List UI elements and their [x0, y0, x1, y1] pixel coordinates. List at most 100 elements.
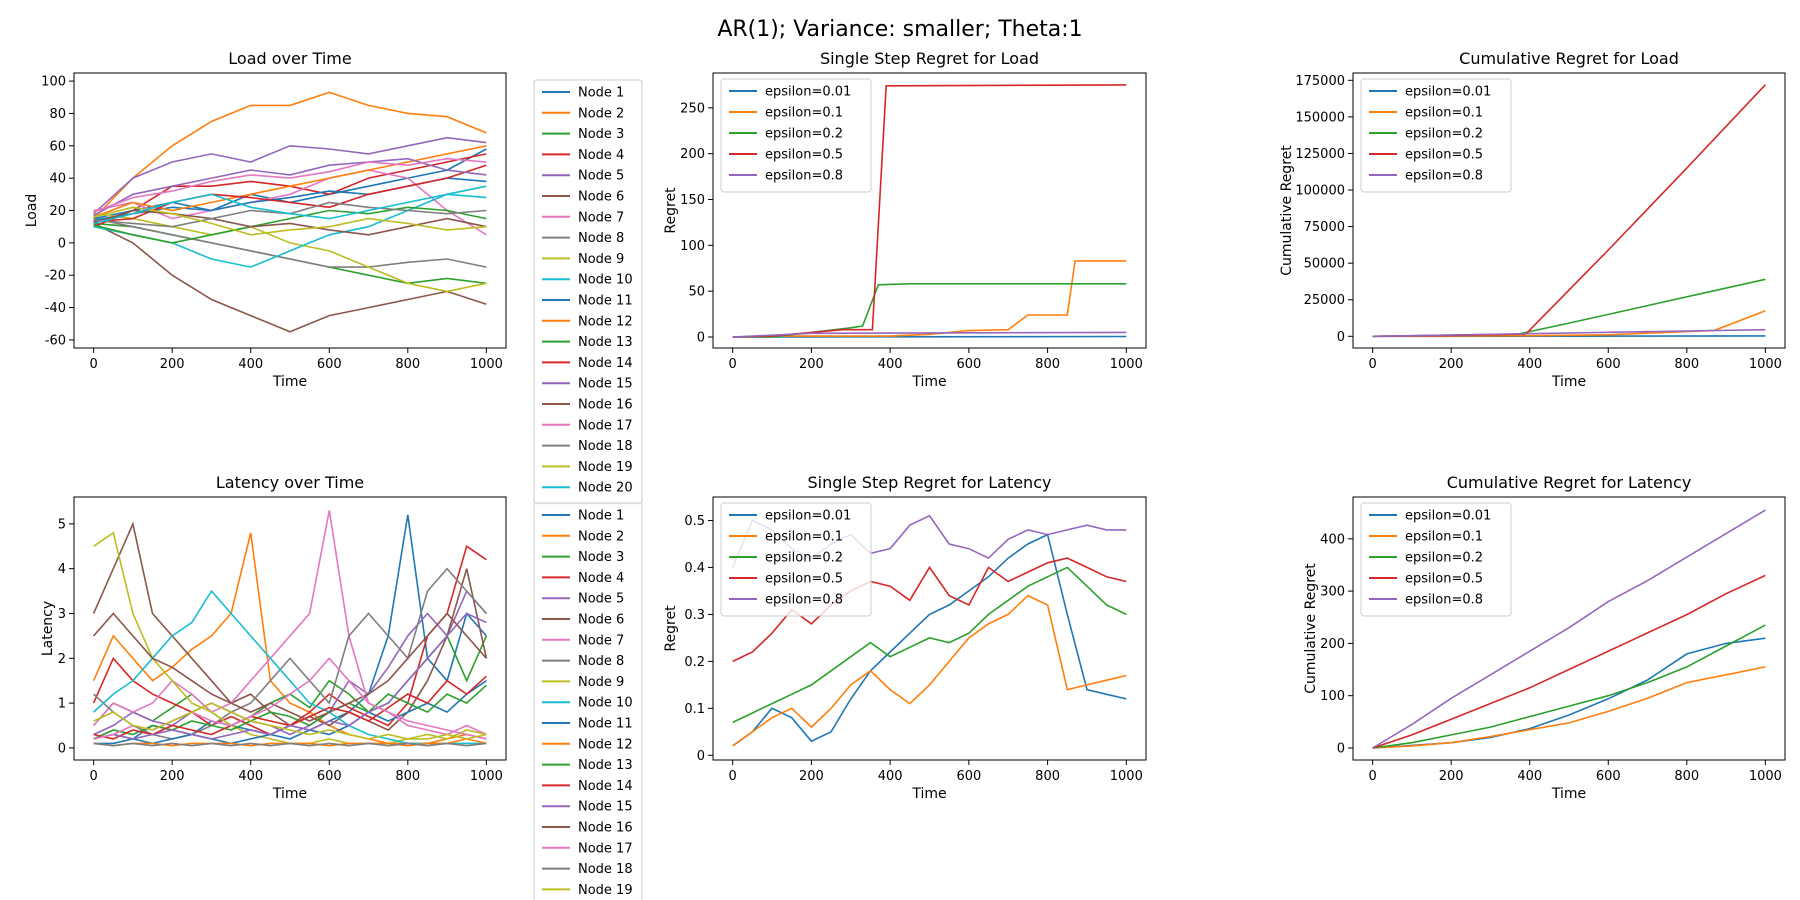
series-line-4 [92, 545, 487, 736]
legend-label: epsilon=0.01 [765, 509, 851, 524]
series-line-2 [732, 260, 1127, 338]
x-tick-label: 0 [1368, 769, 1376, 784]
legend-label: Node 3 [578, 127, 624, 142]
y-axis-label: Latency [40, 601, 56, 656]
x-tick-label: 200 [160, 769, 185, 784]
series-group [1372, 84, 1766, 338]
legend-label: Node 2 [578, 106, 624, 121]
legend-label: Node 16 [578, 398, 633, 413]
y-axis-label: Load [24, 194, 40, 228]
legend-label: epsilon=0.2 [1405, 551, 1483, 566]
legend-label: Node 6 [578, 613, 624, 628]
axes-frame [1352, 496, 1786, 761]
series-line-6 [92, 521, 488, 731]
series-line-3 [93, 222, 487, 285]
axes-frame [73, 496, 507, 761]
legend-label: epsilon=0.2 [1405, 127, 1483, 142]
chart-title: Cumulative Regret for Latency [1447, 473, 1692, 492]
x-tick-label: 400 [1517, 357, 1542, 372]
legend: Node 1 Node 2 Node 3 Node 4 Node 5 Node 6 Node… [533, 502, 643, 900]
series-line-2 [1372, 309, 1766, 338]
legend-label: epsilon=0.8 [1405, 593, 1483, 608]
series-line-1 [1372, 637, 1766, 749]
y-tick-label: 40 [49, 172, 66, 187]
y-tick-label: 80 [49, 107, 66, 122]
chart-title: Latency over Time [216, 473, 364, 492]
legend-label: Node 12 [578, 737, 633, 752]
legend-label: Node 10 [578, 273, 633, 288]
panel-cum_latency: 0 200 400 600 800 1000 0 100 200 300 400 Cumulative… [1303, 473, 1786, 802]
series-line-7 [92, 510, 487, 736]
legend-label: Node 20 [578, 481, 633, 496]
y-axis-label: Cumulative Regret [1303, 563, 1319, 694]
chart-title: Single Step Regret for Load [820, 49, 1039, 68]
x-tick-label: 600 [1596, 357, 1621, 372]
legend-label: epsilon=0.1 [765, 106, 843, 121]
series-line-1 [732, 335, 1127, 338]
y-tick-label: -20 [45, 269, 66, 284]
series-line-5 [1372, 328, 1766, 338]
x-tick-label: 400 [878, 769, 903, 784]
y-tick-label: 100 [1320, 689, 1345, 704]
legend-label: Node 3 [578, 550, 624, 565]
y-tick-label: 1 [58, 697, 66, 712]
y-tick-label: 75000 [1304, 220, 1345, 235]
x-tick-label: 800 [395, 357, 420, 372]
panel-ssr_load: 0 200 400 600 800 1000 0 50 100 150 200 250 Single S… [663, 49, 1147, 390]
series-line-8 [93, 567, 488, 740]
y-tick-label: 0.3 [684, 608, 705, 623]
series-line-11 [93, 680, 487, 745]
x-tick-label: 1000 [1110, 357, 1143, 372]
y-tick-label: 50000 [1304, 257, 1345, 272]
legend-label: Node 14 [578, 356, 633, 371]
x-tick-label: 400 [238, 769, 263, 784]
series-line-17 [93, 657, 487, 740]
axes-frame [712, 72, 1147, 349]
legend-label: epsilon=0.5 [765, 572, 843, 587]
x-axis-label: Time [911, 374, 946, 390]
y-tick-label: 200 [1320, 637, 1345, 652]
series-line-19 [93, 206, 487, 236]
legend-label: Node 6 [578, 190, 624, 205]
legend-label: epsilon=0.01 [1405, 509, 1491, 524]
legend-label: Node 19 [578, 460, 633, 475]
series-line-5 [732, 331, 1127, 338]
y-tick-label: 2 [58, 652, 66, 667]
legend-label: Node 4 [578, 148, 624, 163]
series-line-5 [1372, 509, 1766, 749]
legend-label: Node 12 [578, 314, 633, 329]
y-tick-label: 400 [1320, 532, 1345, 547]
y-tick-label: 0.4 [684, 561, 705, 576]
y-axis-label: Regret [663, 187, 679, 234]
series-line-3 [1372, 278, 1766, 338]
y-tick-label: 200 [680, 147, 705, 162]
legend-label: Node 15 [578, 377, 633, 392]
series-line-3 [1372, 624, 1766, 749]
x-tick-label: 200 [1439, 357, 1464, 372]
legend: epsilon=0.01 epsilon=0.1 epsilon=0.2 epsilo… [720, 502, 872, 617]
y-tick-label: 100000 [1295, 184, 1345, 199]
panel-cum_load: 0 200 400 600 800 1000 0 25000 50000 75000 100000 1… [1279, 49, 1786, 390]
panel-latency: 0 200 400 600 800 1000 0 1 2 3 4 5 Latency over Time… [40, 473, 643, 900]
legend-box [533, 502, 643, 900]
chart-title: Cumulative Regret for Load [1459, 49, 1679, 68]
y-tick-label: 175000 [1295, 74, 1345, 89]
x-tick-label: 0 [89, 769, 97, 784]
legend-label: epsilon=0.01 [765, 85, 851, 100]
legend-label: Node 19 [578, 883, 633, 898]
y-tick-label: 5 [58, 517, 66, 532]
y-axis-label: Regret [663, 605, 679, 652]
y-tick-label: 250 [680, 101, 705, 116]
legend-label: Node 8 [578, 654, 624, 669]
y-tick-label: 0.1 [684, 702, 705, 717]
legend-label: Node 1 [578, 86, 624, 101]
x-tick-label: 1000 [470, 357, 503, 372]
legend-label: epsilon=0.5 [1405, 572, 1483, 587]
legend-label: Node 18 [578, 862, 633, 877]
legend: epsilon=0.01 epsilon=0.1 epsilon=0.2 epsilo… [720, 78, 872, 193]
x-axis-label: Time [272, 786, 307, 802]
legend-label: Node 5 [578, 592, 624, 607]
legend-label: epsilon=0.5 [765, 148, 843, 163]
legend-label: epsilon=0.8 [1405, 169, 1483, 184]
